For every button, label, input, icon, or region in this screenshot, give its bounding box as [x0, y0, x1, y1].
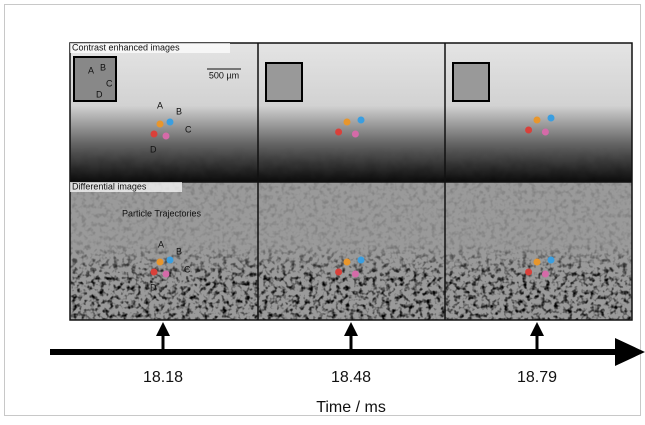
figure: Contrast enhanced images Differential im… — [0, 0, 645, 420]
particle — [358, 117, 365, 124]
particle-label: A — [157, 100, 163, 110]
particle — [344, 259, 351, 266]
particle — [335, 129, 342, 136]
differential-texture — [70, 182, 632, 320]
particle — [352, 271, 359, 278]
particle — [542, 271, 549, 278]
particle-label: C — [184, 264, 191, 274]
particle-label: A — [158, 239, 164, 249]
panel-label: Differential images — [72, 181, 147, 191]
trajectory-label: Particle Trajectories — [122, 208, 202, 218]
particle — [335, 269, 342, 276]
particle — [534, 259, 541, 266]
particle-label: B — [176, 246, 182, 256]
particle-label: C — [185, 124, 192, 134]
inset — [453, 63, 489, 101]
particle — [151, 269, 158, 276]
particle — [157, 121, 164, 128]
particle — [167, 257, 174, 264]
particle — [525, 127, 532, 134]
particle — [344, 119, 351, 126]
scale-bar-label: 500 µm — [209, 70, 239, 80]
particle — [151, 131, 158, 138]
particle-label: B — [176, 106, 182, 116]
particle-label: D — [150, 144, 157, 154]
inset — [266, 63, 302, 101]
image-grid — [70, 43, 632, 320]
particle — [358, 257, 365, 264]
time-tick-label: 18.18 — [143, 369, 183, 386]
particle — [548, 257, 555, 264]
particle — [163, 271, 170, 278]
particle — [542, 129, 549, 136]
axis-label: Time / ms — [316, 399, 386, 416]
particle-label: D — [150, 282, 157, 292]
particle — [163, 133, 170, 140]
time-tick-label: 18.48 — [331, 369, 371, 386]
time-tick-label: 18.79 — [517, 369, 557, 386]
particle — [534, 117, 541, 124]
particle-label: B — [100, 62, 106, 72]
particle-label: D — [96, 89, 103, 99]
particle — [167, 119, 174, 126]
particle — [548, 115, 555, 122]
particle-label: C — [106, 78, 113, 88]
contrast-texture — [70, 43, 632, 182]
panel-label: Contrast enhanced images — [72, 42, 180, 52]
particle — [352, 131, 359, 138]
particle — [157, 259, 164, 266]
particle-label: A — [88, 65, 94, 75]
particle — [525, 269, 532, 276]
